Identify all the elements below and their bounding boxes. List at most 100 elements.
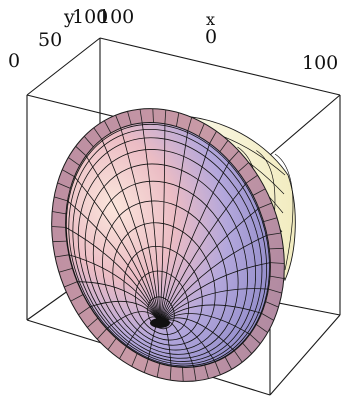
box-edge-top-left <box>26 37 101 96</box>
rim-mesh-line <box>87 317 99 328</box>
rim-mesh-line <box>75 146 87 156</box>
bowl-meridian-line <box>141 122 161 324</box>
bowl-meridian-line <box>159 123 166 324</box>
rim-mesh-line <box>233 350 243 363</box>
rim-mesh-line <box>78 306 91 316</box>
bowl-meridian-line <box>159 130 189 324</box>
bowl-meridian-line <box>159 304 262 324</box>
rim-mesh-line <box>242 342 253 354</box>
bowl-meridian-line <box>159 234 268 324</box>
tick-label-y-50: 50 <box>38 29 63 51</box>
bowl-meridian-line <box>101 139 161 324</box>
rim-mesh-line <box>252 188 266 196</box>
rim-mesh-line <box>143 359 149 373</box>
rim-mesh-line <box>265 301 279 308</box>
bowl-latitude-line <box>135 270 190 335</box>
bowl-meridian-line <box>159 182 247 324</box>
rim-mesh-line <box>53 196 68 202</box>
bowl-meridian-line <box>159 207 260 324</box>
rim-mesh-line <box>270 262 285 264</box>
rim-mesh-line <box>103 120 112 134</box>
bowl-meridian-line <box>159 262 271 324</box>
rim-mesh-line <box>176 112 180 127</box>
rim-mesh-line <box>93 127 103 140</box>
rim-mesh-line <box>219 140 229 153</box>
back-mesh-line <box>274 153 294 271</box>
bowl-meridian-line <box>159 313 251 335</box>
bowl-meridian-line <box>120 128 161 324</box>
rim-mesh-line <box>164 109 167 124</box>
rim-mesh-line <box>256 324 268 333</box>
bowl-meridian-line <box>67 200 161 324</box>
rim-mesh-line <box>119 346 127 359</box>
bowl-meridian-line <box>159 288 269 324</box>
rim-mesh-line <box>263 217 278 222</box>
bowl-meridian-line <box>74 176 161 324</box>
rim-mesh-line <box>55 254 69 258</box>
rim-mesh-line <box>209 131 217 144</box>
tick-label-y-0: 0 <box>8 50 21 72</box>
bowl-meridian-line <box>68 254 161 324</box>
bowl-latitude-line <box>102 200 228 351</box>
bowl-latitude-line <box>112 222 216 346</box>
box-edge-top-right <box>269 94 341 156</box>
rim-mesh-line <box>127 111 132 125</box>
bowl-latitude-line <box>68 129 268 367</box>
rim-mesh-line <box>193 367 197 381</box>
bowl-latitude-line <box>72 137 263 365</box>
rim-mesh-line <box>249 334 261 344</box>
rim-mesh-line <box>156 363 160 378</box>
bowl-meridian-line <box>77 281 161 324</box>
rim-mesh-line <box>245 174 258 184</box>
rim-mesh-line <box>269 247 284 250</box>
bowl-meridian-line <box>159 161 230 324</box>
rim-mesh-line <box>268 288 283 294</box>
rim-mesh-line <box>224 356 233 370</box>
box-edge-bottom-right <box>269 314 341 396</box>
rim-mesh-line <box>52 211 67 215</box>
shell-pole <box>150 318 170 328</box>
bowl-meridian-line <box>85 155 161 324</box>
rim-mesh-line <box>139 109 143 123</box>
rim-mesh-line <box>269 275 284 279</box>
bowl-latitude-line <box>92 180 239 355</box>
box-edge-back-top <box>99 37 341 96</box>
tick-label-y-100: 100 <box>72 6 109 28</box>
rim-mesh-line <box>68 157 80 166</box>
tick-label-top-100: 100 <box>98 6 135 28</box>
rim-mesh-line <box>131 353 138 367</box>
shell-rim-mesh <box>51 108 285 382</box>
rim-mesh-line <box>83 136 94 148</box>
rim-mesh-line <box>187 117 193 131</box>
shell-bowl-mesh <box>65 122 271 368</box>
rim-mesh-line <box>229 150 240 162</box>
rim-mesh-line <box>198 123 205 137</box>
rim-mesh-line <box>182 367 184 382</box>
rim-mesh-line <box>261 313 274 321</box>
rim-mesh-line <box>51 226 66 228</box>
rim-mesh-line <box>58 268 73 273</box>
rim-mesh-line <box>107 337 117 350</box>
rim-mesh-line <box>204 365 209 379</box>
bowl-latitude-line <box>84 163 248 359</box>
rim-mesh-line <box>152 108 154 123</box>
bowl-meridian-line <box>65 227 161 324</box>
rim-mesh-line <box>70 294 84 302</box>
rim-mesh-line <box>62 169 75 177</box>
bowl-latitude-line <box>123 245 203 341</box>
rim-mesh-line <box>96 328 107 340</box>
rim-mesh-line <box>258 202 272 209</box>
rim-mesh-line <box>214 361 221 375</box>
rim-mesh-line <box>52 240 67 243</box>
rim-mesh-line <box>115 115 122 129</box>
rim-mesh-line <box>64 281 78 288</box>
tick-label-x-100: 100 <box>302 52 339 74</box>
tick-label-x-0: 0 <box>205 26 218 48</box>
rim-mesh-line <box>57 182 71 189</box>
axis-label-x: x <box>206 10 216 29</box>
bowl-latitude-line <box>77 149 256 362</box>
bowl-meridian-line <box>159 143 210 324</box>
axis-label-y: y <box>64 6 75 28</box>
